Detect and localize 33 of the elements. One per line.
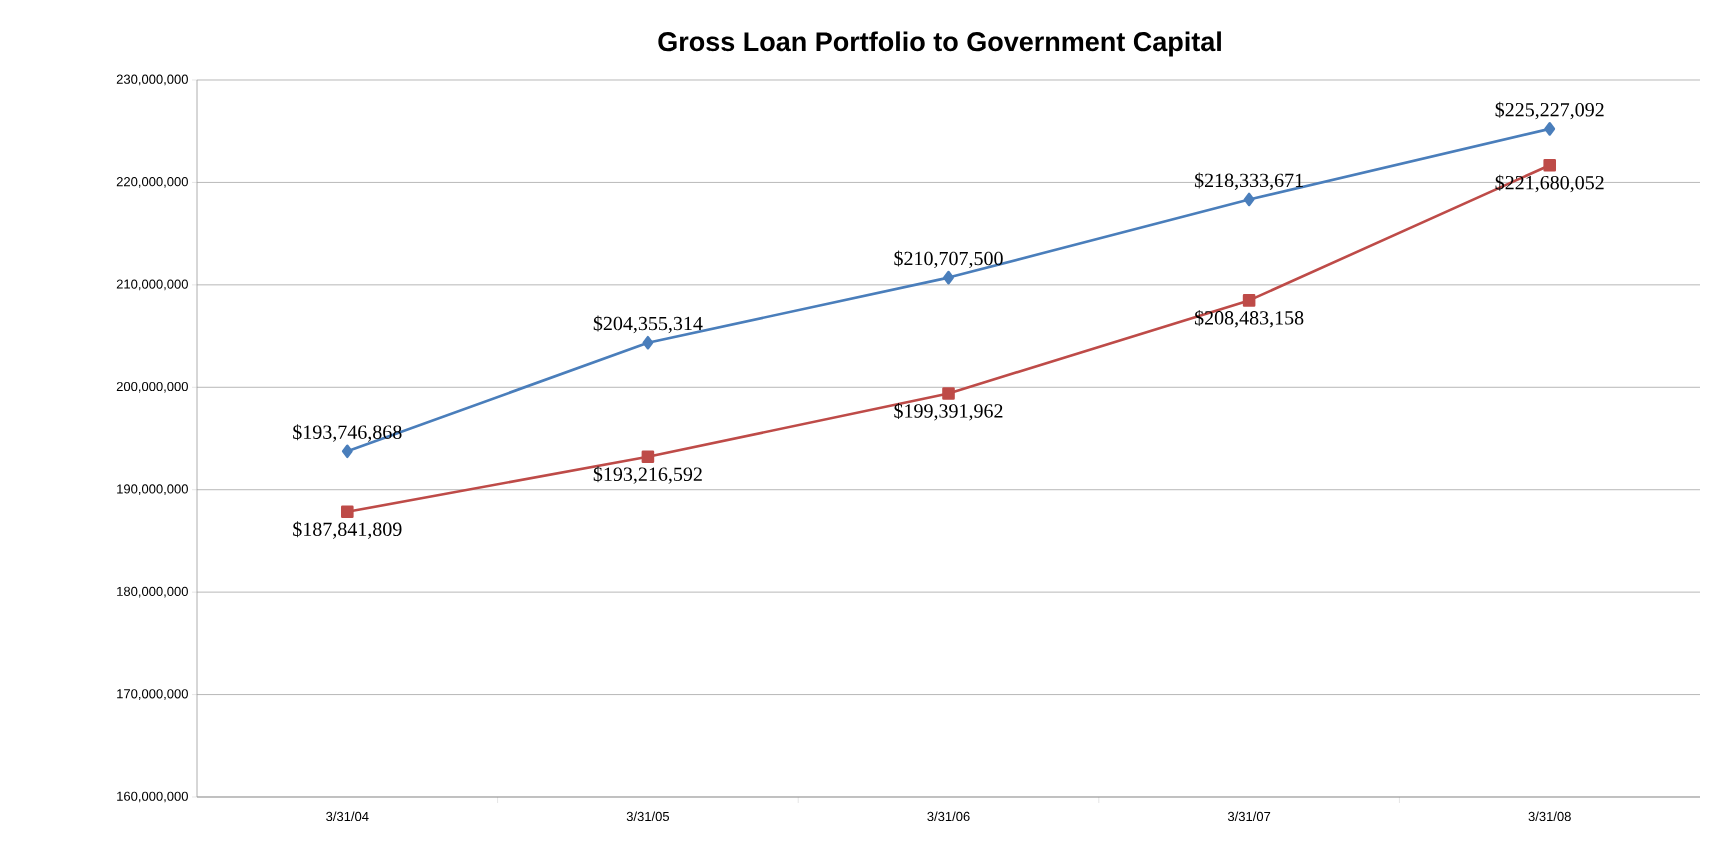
y-tick-label: 200,000,000 (116, 381, 188, 393)
data-label: $193,746,868 (293, 424, 402, 442)
y-tick-label: 230,000,000 (116, 74, 188, 86)
x-tick-label: 3/31/06 (927, 811, 970, 822)
point (1243, 192, 1255, 207)
y-tick-label: 220,000,000 (116, 177, 188, 188)
point (341, 505, 354, 519)
y-tick-label: 190,000,000 (117, 484, 188, 496)
data-label: $218,333,671 (1194, 172, 1303, 190)
y-tick-label: 210,000,000 (116, 279, 188, 291)
x-tick-label: 3/31/07 (1227, 811, 1271, 822)
data-label: $210,707,500 (894, 250, 1003, 269)
data-label: $193,216,592 (593, 466, 702, 484)
point (1242, 294, 1256, 307)
data-label: $187,841,809 (293, 521, 402, 539)
point (1543, 158, 1557, 172)
x-tick-label: 3/31/04 (326, 811, 369, 822)
data-label: $204,355,314 (593, 315, 703, 334)
y-tick-label: 160,000,000 (117, 791, 188, 803)
data-label: $208,483,158 (1194, 309, 1304, 328)
point (341, 444, 353, 459)
y-tick-label: 180,000,000 (117, 586, 188, 598)
point (942, 387, 955, 400)
chart-title: Gross Loan Portfolio to Government Capital (658, 31, 1221, 57)
point (1544, 122, 1556, 136)
point (642, 335, 654, 350)
point (641, 450, 655, 464)
y-tick-label: 170,000,000 (117, 689, 188, 700)
point (943, 270, 954, 285)
data-label: $225,227,092 (1495, 101, 1604, 120)
data-label: $199,391,962 (894, 403, 1003, 421)
x-tick-label: 3/31/08 (1528, 811, 1571, 822)
x-tick-label: 3/31/05 (626, 811, 670, 822)
